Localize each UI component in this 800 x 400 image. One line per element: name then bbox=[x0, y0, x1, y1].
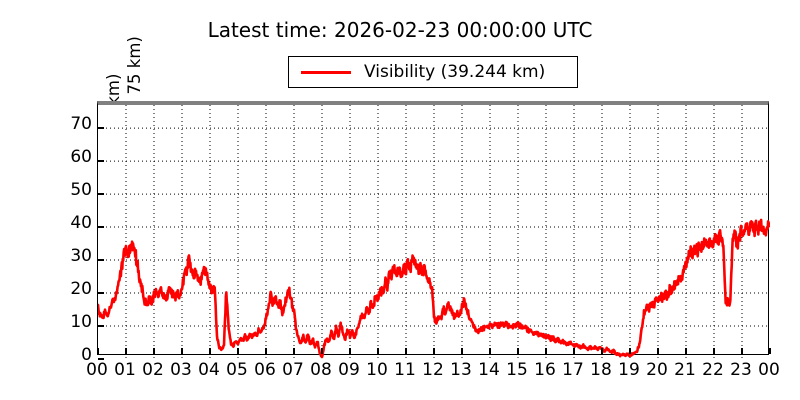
y-tick-label-10: 10 bbox=[70, 312, 92, 332]
x-axis-tick-marks bbox=[97, 105, 771, 354]
x-tick-label-19: 19 bbox=[618, 360, 640, 380]
y-tick-mark bbox=[98, 193, 104, 195]
x-tick-mark bbox=[657, 348, 659, 354]
x-tick-mark bbox=[713, 348, 715, 354]
grid-lines bbox=[98, 105, 770, 359]
x-tick-label-16: 16 bbox=[534, 360, 556, 380]
x-tick-mark bbox=[125, 348, 127, 354]
x-tick-label-2: 02 bbox=[142, 360, 164, 380]
y-tick-label-30: 30 bbox=[70, 246, 92, 267]
x-tick-mark bbox=[741, 348, 743, 354]
x-tick-mark bbox=[405, 348, 407, 354]
y-tick-label-50: 50 bbox=[70, 180, 92, 201]
x-tick-label-20: 20 bbox=[646, 360, 668, 380]
x-tick-label-10: 10 bbox=[366, 360, 388, 380]
y-tick-mark bbox=[98, 226, 104, 228]
x-tick-mark bbox=[489, 348, 491, 354]
chart-legend: Visibility (39.244 km) bbox=[288, 56, 578, 88]
x-tick-label-14: 14 bbox=[478, 360, 500, 380]
x-tick-label-21: 21 bbox=[674, 360, 696, 380]
y-tick-mark bbox=[98, 325, 104, 327]
y-tick-label-0: 0 bbox=[81, 345, 92, 365]
x-tick-mark bbox=[685, 348, 687, 354]
x-tick-label-4: 04 bbox=[198, 360, 220, 380]
x-tick-mark bbox=[293, 348, 295, 354]
x-tick-mark bbox=[629, 348, 631, 354]
x-tick-mark bbox=[265, 348, 267, 354]
y-tick-mark bbox=[98, 127, 104, 129]
y-tick-mark bbox=[98, 160, 104, 162]
x-tick-label-15: 15 bbox=[506, 360, 528, 380]
x-tick-mark bbox=[153, 348, 155, 354]
x-tick-label-17: 17 bbox=[562, 360, 584, 380]
y-tick-label-40: 40 bbox=[70, 213, 92, 234]
plot-inner bbox=[98, 105, 770, 359]
y-tick-label-70: 70 bbox=[70, 114, 92, 135]
plot-area bbox=[97, 101, 771, 360]
legend-color-swatch-visibility bbox=[301, 70, 351, 74]
x-tick-label-0: 00 bbox=[86, 360, 108, 380]
legend-label-visibility: Visibility (39.244 km) bbox=[364, 62, 546, 82]
x-tick-mark bbox=[461, 348, 463, 354]
y-tick-mark bbox=[98, 358, 104, 360]
x-tick-mark bbox=[237, 348, 239, 354]
x-tick-mark bbox=[321, 348, 323, 354]
x-tick-mark bbox=[433, 348, 435, 354]
x-tick-label-11: 11 bbox=[394, 360, 416, 380]
y-axis-tick-labels: 0 10 20 30 40 50 60 70 bbox=[58, 101, 92, 365]
x-tick-label-3: 03 bbox=[170, 360, 192, 380]
x-tick-mark bbox=[97, 348, 99, 354]
x-tick-label-9: 09 bbox=[338, 360, 360, 380]
x-tick-label-12: 12 bbox=[422, 360, 444, 380]
y-tick-mark bbox=[98, 259, 104, 261]
x-tick-mark bbox=[377, 348, 379, 354]
x-tick-label-24: 00 bbox=[758, 360, 780, 380]
x-tick-label-13: 13 bbox=[450, 360, 472, 380]
x-tick-label-1: 01 bbox=[114, 360, 136, 380]
x-tick-label-5: 05 bbox=[226, 360, 248, 380]
y-tick-mark bbox=[98, 292, 104, 294]
x-tick-mark bbox=[181, 348, 183, 354]
x-tick-label-7: 07 bbox=[282, 360, 304, 380]
x-tick-label-23: 23 bbox=[730, 360, 752, 380]
visibility-series-line bbox=[98, 218, 770, 359]
y-tick-label-60: 60 bbox=[70, 147, 92, 168]
x-tick-label-8: 08 bbox=[310, 360, 332, 380]
x-tick-label-18: 18 bbox=[590, 360, 612, 380]
x-tick-mark bbox=[573, 348, 575, 354]
chart-title: Latest time: 2026-02-23 00:00:00 UTC bbox=[207, 18, 593, 42]
x-tick-mark bbox=[545, 348, 547, 354]
x-tick-mark bbox=[601, 348, 603, 354]
y-axis-tick-marks bbox=[98, 105, 768, 360]
x-tick-label-6: 06 bbox=[254, 360, 276, 380]
x-tick-mark bbox=[769, 348, 771, 354]
x-axis-tick-labels: 00 01 02 03 04 05 06 07 08 09 10 11 12 13 14 15 16 17 18 19… bbox=[86, 356, 780, 386]
y-tick-label-20: 20 bbox=[70, 279, 92, 300]
x-tick-label-22: 22 bbox=[702, 360, 724, 380]
x-tick-mark bbox=[349, 348, 351, 354]
x-tick-mark bbox=[517, 348, 519, 354]
x-tick-mark bbox=[209, 348, 211, 354]
